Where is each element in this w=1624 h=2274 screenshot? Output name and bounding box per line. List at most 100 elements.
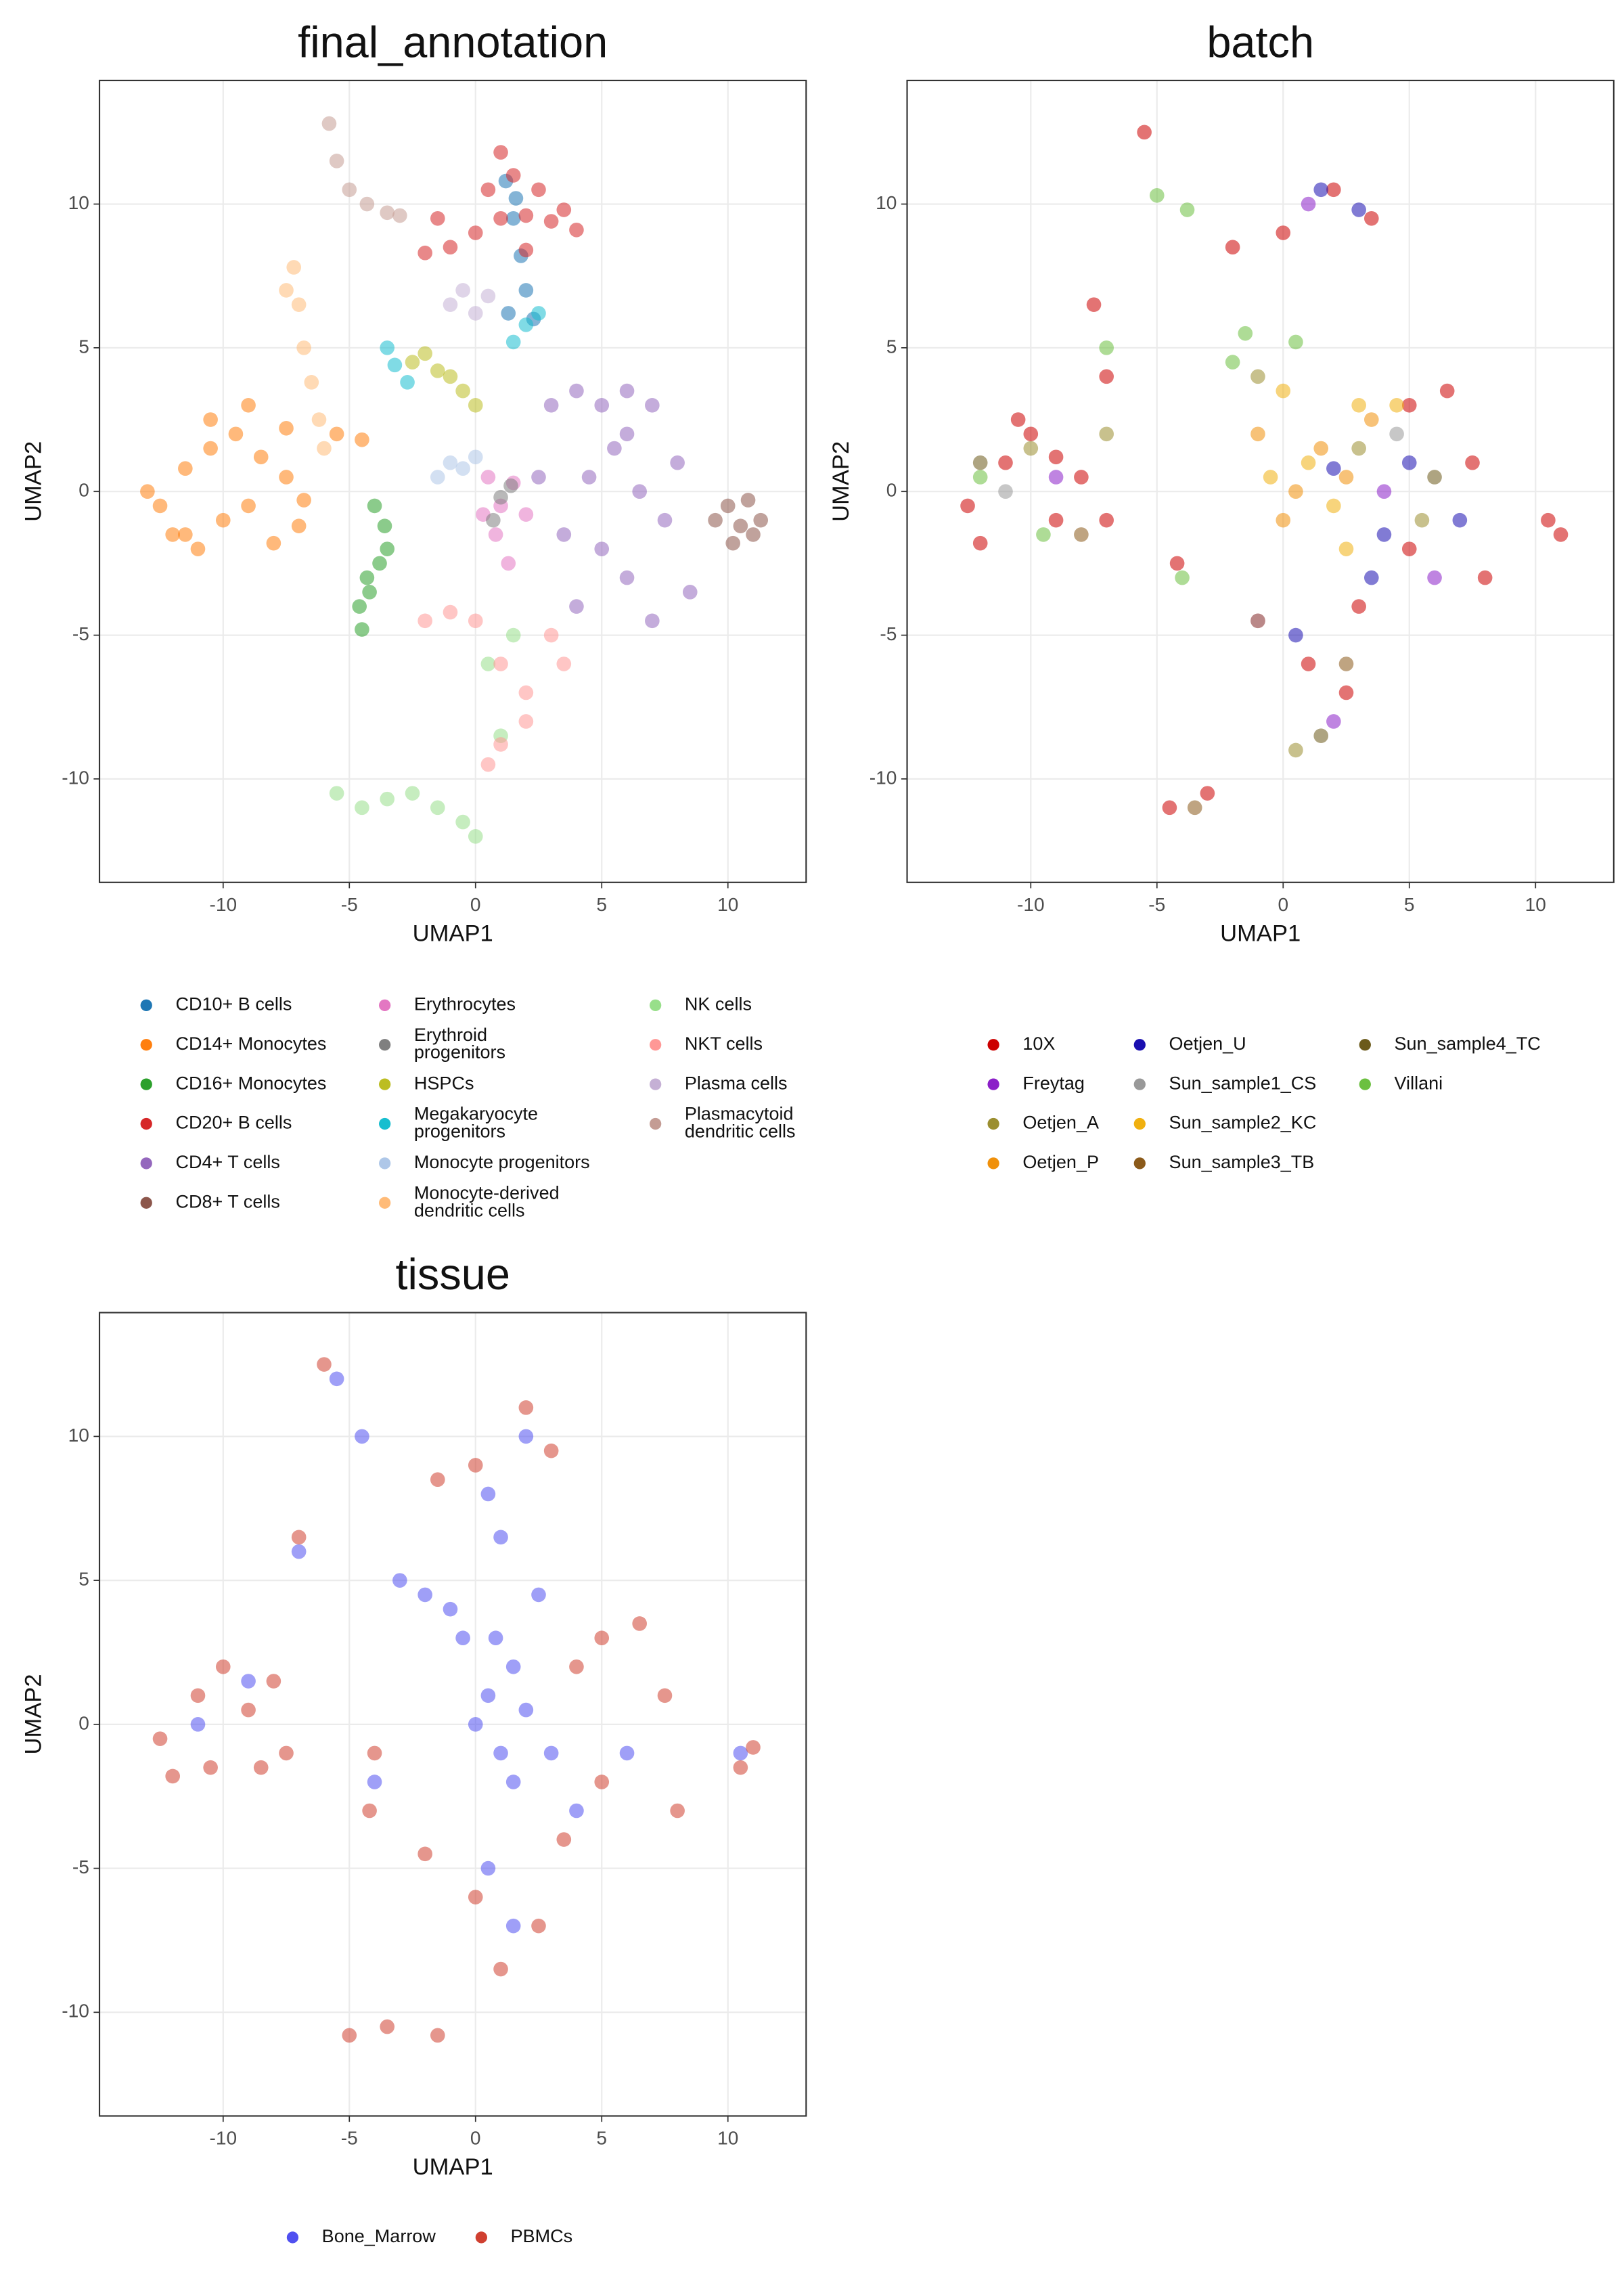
point — [241, 498, 256, 514]
legend-key — [379, 999, 391, 1012]
point — [972, 455, 988, 470]
point — [367, 1775, 382, 1789]
point — [443, 1601, 458, 1617]
point — [1313, 182, 1329, 198]
legend-key — [650, 1078, 662, 1090]
point — [1099, 426, 1114, 442]
point — [1023, 441, 1039, 456]
legend-label: Oetjen_U — [1169, 1033, 1246, 1054]
point — [505, 210, 521, 226]
point — [1225, 355, 1240, 370]
legend-key — [1133, 1157, 1146, 1169]
legend-key — [987, 1117, 999, 1130]
x-tick-label: -10 — [209, 2128, 237, 2149]
point — [279, 1745, 294, 1761]
point — [746, 1740, 761, 1755]
point — [518, 317, 534, 332]
point — [468, 225, 483, 240]
point — [480, 182, 496, 198]
legend-key — [140, 1078, 152, 1090]
point — [215, 1659, 231, 1674]
point — [501, 556, 516, 571]
legend-key — [650, 1039, 662, 1051]
point — [1351, 441, 1366, 456]
point — [317, 441, 332, 456]
point — [518, 714, 534, 729]
point — [1010, 412, 1026, 427]
point — [972, 470, 988, 485]
point — [594, 541, 610, 556]
legend-key — [379, 1039, 391, 1051]
point — [400, 375, 415, 390]
point — [359, 570, 375, 585]
point — [203, 412, 218, 427]
point — [311, 412, 327, 427]
point — [1048, 512, 1064, 528]
point — [1086, 297, 1102, 312]
point — [1169, 556, 1185, 571]
point — [380, 791, 395, 807]
legend-label: Oetjen_P — [1022, 1152, 1099, 1172]
x-tick-label: -5 — [341, 2128, 358, 2149]
point — [1074, 527, 1089, 542]
point — [329, 786, 344, 801]
y-tick-label: -5 — [880, 623, 897, 644]
point — [753, 512, 769, 528]
point — [418, 245, 432, 261]
point — [1326, 182, 1341, 198]
x-axis-title: UMAP1 — [1220, 920, 1301, 946]
point — [1465, 455, 1480, 470]
point — [253, 1760, 269, 1775]
point — [1338, 685, 1354, 700]
point — [367, 1745, 382, 1761]
point — [1288, 484, 1303, 499]
point — [1023, 426, 1039, 442]
point — [279, 470, 294, 485]
point — [998, 455, 1013, 470]
point — [619, 1745, 635, 1761]
x-tick-label: 0 — [470, 2128, 481, 2149]
point — [468, 449, 483, 465]
y-tick-label: 0 — [78, 1712, 89, 1733]
point — [619, 383, 635, 399]
x-tick-label: 0 — [1278, 894, 1288, 915]
legend-label: Monocyte progenitors — [414, 1152, 590, 1172]
legend-label: Megakaryocyte progenitors — [414, 1104, 538, 1142]
point — [387, 357, 403, 373]
point — [178, 461, 193, 476]
point — [178, 527, 193, 542]
point — [296, 493, 311, 508]
point — [241, 397, 256, 413]
legend-label: Bone_Marrow — [322, 2226, 436, 2246]
point — [1401, 455, 1417, 470]
point — [455, 814, 470, 830]
point — [493, 1530, 508, 1545]
legend-label: CD14+ Monocytes — [175, 1033, 326, 1054]
point — [468, 1890, 483, 1904]
legend-label: Erythroid progenitors — [414, 1025, 505, 1063]
point — [1553, 527, 1569, 542]
legend-label: CD20+ B cells — [175, 1113, 292, 1133]
legend-label: NK cells — [685, 994, 752, 1015]
point — [657, 1688, 673, 1703]
point — [581, 470, 597, 485]
point — [725, 535, 740, 551]
legend-label: Freytag — [1022, 1073, 1085, 1093]
point — [480, 656, 496, 671]
legend-label: PBMCs — [511, 2226, 573, 2246]
point — [569, 1659, 584, 1674]
x-tick-label: 5 — [596, 2128, 607, 2149]
point — [190, 1688, 206, 1703]
point — [1074, 470, 1089, 485]
legend-label: Villani — [1395, 1073, 1443, 1093]
point — [1048, 470, 1064, 485]
point — [1401, 541, 1417, 556]
point — [355, 432, 369, 447]
point — [329, 1371, 344, 1387]
legend-key — [1359, 1039, 1371, 1051]
point — [1326, 461, 1341, 476]
point — [531, 1918, 546, 1934]
point — [468, 397, 483, 413]
point — [405, 786, 420, 801]
point — [505, 334, 521, 350]
